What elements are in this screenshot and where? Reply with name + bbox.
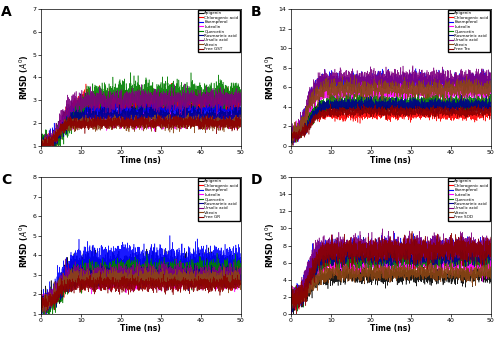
Y-axis label: RMSD ($A^0$): RMSD ($A^0$): [264, 223, 278, 268]
Legend: Apigenin, Chlorogenic acid, Kaempferol, Luteolin, Quercetin, Rosmarinic acid, Ur: Apigenin, Chlorogenic acid, Kaempferol, …: [448, 10, 490, 53]
Legend: Apigenin, Chlorogenic acid, Kaempferol, Luteolin, Quercetin, Rosmarinic acid, Ur: Apigenin, Chlorogenic acid, Kaempferol, …: [198, 10, 239, 53]
Legend: Apigenin, Chlorogenic acid, Kaempferol, Luteolin, Quercetin, Rosmarinic acid, Ur: Apigenin, Chlorogenic acid, Kaempferol, …: [198, 178, 239, 221]
X-axis label: Time (ns): Time (ns): [120, 156, 161, 165]
Text: A: A: [1, 5, 11, 19]
X-axis label: Time (ns): Time (ns): [370, 156, 411, 165]
Y-axis label: RMSD ($A^0$): RMSD ($A^0$): [18, 223, 31, 268]
X-axis label: Time (ns): Time (ns): [120, 324, 161, 334]
Text: C: C: [1, 173, 11, 187]
Text: B: B: [251, 5, 262, 19]
Y-axis label: RMSD ($A^0$): RMSD ($A^0$): [264, 55, 278, 100]
Legend: Apigenin, Chlorogenic acid, Kaempferol, Luteolin, Quercetin, Rosmarinic acid, Ur: Apigenin, Chlorogenic acid, Kaempferol, …: [448, 178, 490, 221]
X-axis label: Time (ns): Time (ns): [370, 324, 411, 334]
Text: D: D: [251, 173, 262, 187]
Y-axis label: RMSD ($A^0$): RMSD ($A^0$): [18, 55, 31, 100]
